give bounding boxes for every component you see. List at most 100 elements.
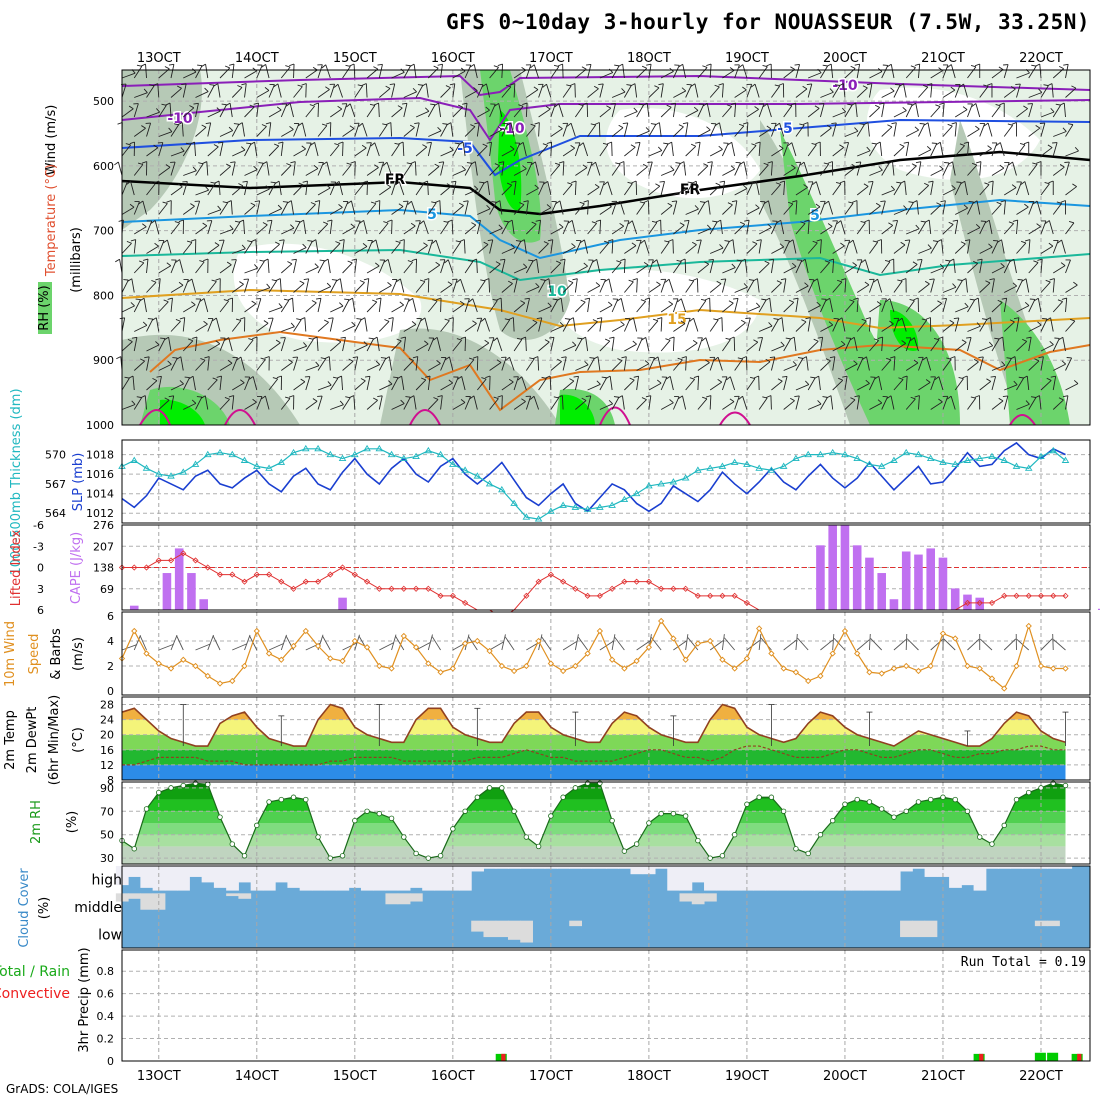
wind-barb-flag	[236, 356, 242, 361]
wind-barb-flag	[360, 378, 366, 382]
wind-barb-flag	[695, 141, 701, 144]
wind-barb-flag	[545, 105, 551, 110]
wind-barb	[376, 337, 380, 352]
lifted-index-point	[633, 578, 640, 585]
wind-barb	[791, 142, 797, 157]
wind-barb-flag	[480, 317, 486, 322]
isotherm-25	[224, 409, 256, 426]
wind-barb	[256, 224, 268, 235]
y-tick-label: 500	[93, 95, 114, 108]
surface-wind-barb	[415, 642, 431, 651]
wind-barb	[709, 86, 720, 98]
wind-barb	[648, 150, 662, 157]
wind-barb-flag	[137, 162, 144, 165]
wind-barb	[366, 364, 380, 371]
cloud-clear-cell	[887, 866, 901, 891]
wind-barb	[991, 105, 1001, 118]
wind-barb-flag	[199, 260, 205, 263]
wind-speed-point	[167, 665, 175, 672]
wind-barb-flag	[475, 219, 481, 222]
wind-barb-flag	[748, 279, 754, 281]
wind-barb-flag	[974, 395, 980, 398]
wind-barb-flag	[377, 395, 383, 398]
wind-barb-flag	[628, 279, 634, 283]
wind-barb	[231, 185, 244, 196]
wind-speed-point	[756, 625, 763, 632]
wind-barb-flag	[911, 163, 917, 167]
wind-barb	[636, 399, 647, 410]
wind-barb	[403, 225, 416, 235]
wind-barb	[464, 103, 468, 118]
wind-barb	[820, 65, 829, 79]
wind-barb	[254, 142, 258, 157]
wind-barb-flag	[196, 396, 202, 398]
wind-barb-flag	[184, 376, 190, 378]
wind-barb-flag	[407, 200, 412, 205]
wind-barb	[1065, 124, 1074, 137]
wind-barb	[732, 239, 736, 254]
wind-barb	[379, 88, 391, 98]
lifted-index-point	[253, 571, 260, 578]
wind-barb	[930, 241, 939, 254]
wind-barb	[501, 221, 510, 235]
y-tick-label: 1014	[86, 488, 114, 501]
wind-barb	[771, 184, 781, 196]
wind-barb-flag	[373, 66, 379, 70]
wind-barb-flag	[742, 122, 749, 125]
wind-barb	[623, 258, 626, 274]
wind-barb-flag	[595, 219, 601, 223]
x-tick-label: 18OCT	[627, 1069, 671, 1084]
wind-barb-flag	[706, 224, 712, 229]
wind-speed-point	[278, 656, 285, 663]
rh-region	[870, 300, 960, 425]
wind-barb	[722, 267, 736, 274]
wind-speed-point	[412, 644, 420, 651]
wind-barb	[905, 362, 919, 371]
wind-barb	[1052, 104, 1062, 118]
wind-barb	[512, 317, 515, 332]
wind-barb	[133, 360, 145, 371]
wind-speed-point	[915, 667, 922, 675]
wind-barb-flag	[729, 398, 735, 403]
wind-barb	[280, 263, 293, 274]
wind-barb-flag	[386, 122, 392, 125]
wind-speed-point	[633, 657, 640, 665]
rh-point	[205, 781, 211, 788]
wind-barb	[991, 167, 1005, 176]
wind-barb-flag	[1062, 395, 1069, 398]
cloud-clear-cell	[765, 866, 779, 891]
cloud-clear-cell	[373, 866, 386, 891]
thickness-point	[1024, 464, 1033, 471]
wind-barb	[387, 259, 393, 274]
wind-barb	[170, 284, 184, 293]
lifted-index-point	[327, 571, 334, 578]
wind-barb	[354, 85, 364, 98]
surface-wind-barb	[176, 635, 184, 651]
wind-barb	[780, 220, 785, 235]
wind-barb	[1062, 337, 1066, 352]
wind-barb-flag	[230, 161, 236, 164]
wind-barb	[608, 278, 613, 293]
wind-barb-flag	[948, 161, 953, 165]
wind-barb-flag	[780, 341, 785, 346]
wind-barb-flag	[160, 337, 166, 339]
rh-panel-frame	[121, 781, 1091, 865]
wind-barb-flag	[251, 300, 257, 305]
wind-speed-point	[682, 656, 689, 663]
x-tick-label: 17OCT	[529, 1069, 573, 1084]
y-tick-label: 20	[100, 729, 114, 742]
wind-barb	[158, 278, 161, 293]
wind-barb	[1016, 377, 1025, 391]
wind-speed-point	[743, 655, 751, 662]
wind-barb-flag	[632, 278, 638, 281]
wind-barb-flag	[523, 263, 528, 268]
wind-barb	[1065, 186, 1077, 196]
wind-barb	[538, 243, 549, 254]
wind-barb-flag	[1063, 63, 1069, 66]
wind-barb-flag	[900, 180, 905, 184]
wind-barb	[709, 395, 712, 410]
wind-barb-flag	[485, 106, 490, 111]
wind-barb-flag	[135, 298, 141, 300]
wind-barb-flag	[814, 105, 820, 109]
